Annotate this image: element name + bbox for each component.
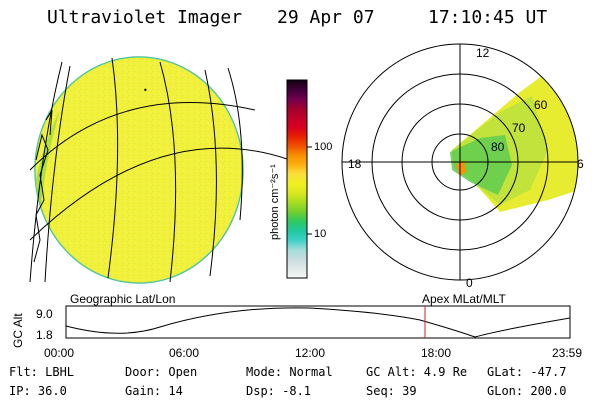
polar-label-18: 18 <box>348 157 362 171</box>
info-filter: Flt: LBHL <box>9 365 75 379</box>
info-mode: Mode: Normal <box>246 365 333 379</box>
polar-plot: 12 18 6 0 80 70 60 <box>341 43 584 290</box>
ring-label-60: 60 <box>534 98 548 112</box>
svg-text:•: • <box>143 86 148 95</box>
info-glat: GLat: -47.7 <box>487 365 567 379</box>
info-gc-alt: GC Alt: 4.9 Re <box>366 365 468 379</box>
y-tick-9: 9.0 <box>36 307 53 321</box>
colorbar-tick-10: 10 <box>314 228 326 240</box>
timeline-title-right: Apex MLat/MLT <box>422 292 506 306</box>
colorbar-unit-label: photon cm⁻²s⁻¹ <box>269 164 281 240</box>
x-tick-0600: 06:00 <box>169 346 199 360</box>
altitude-timeline: Geographic Lat/Lon Apex MLat/MLT GC Alt … <box>11 292 582 360</box>
app-title: Ultraviolet Imager <box>47 7 243 28</box>
info-gain: Gain: 14 <box>125 384 183 398</box>
x-tick-2359: 23:59 <box>552 346 582 360</box>
altitude-curve <box>65 307 571 338</box>
aurora-oval-inner <box>450 135 512 195</box>
info-ip: IP: 36.0 <box>9 384 67 398</box>
colorbar: 100 10 photon cm⁻²s⁻¹ <box>269 79 332 279</box>
polar-label-0: 0 <box>466 276 473 290</box>
info-seq: Seq: 39 <box>366 384 417 398</box>
map-gridlines <box>29 57 291 283</box>
ring-label-80: 80 <box>491 140 505 154</box>
info-door: Door: Open <box>125 365 198 379</box>
info-glon: GLon: 200.0 <box>487 384 567 398</box>
timeline-title-left: Geographic Lat/Lon <box>70 292 175 306</box>
earth-image: • <box>29 56 291 284</box>
y-tick-1-8: 1.8 <box>36 328 53 342</box>
header-time: 17:10:45 UT <box>428 7 548 28</box>
info-dsp: Dsp: -8.1 <box>246 384 312 398</box>
x-tick-1800: 18:00 <box>421 346 451 360</box>
y-axis-label: GC Alt <box>11 313 25 348</box>
polar-label-12: 12 <box>476 46 490 60</box>
polar-label-6: 6 <box>577 157 584 171</box>
colorbar-tick-100: 100 <box>314 141 332 153</box>
x-tick-1200: 12:00 <box>295 346 325 360</box>
header-date: 29 Apr 07 <box>277 7 375 28</box>
x-tick-0000: 00:00 <box>44 346 74 360</box>
ring-label-70: 70 <box>512 121 526 135</box>
